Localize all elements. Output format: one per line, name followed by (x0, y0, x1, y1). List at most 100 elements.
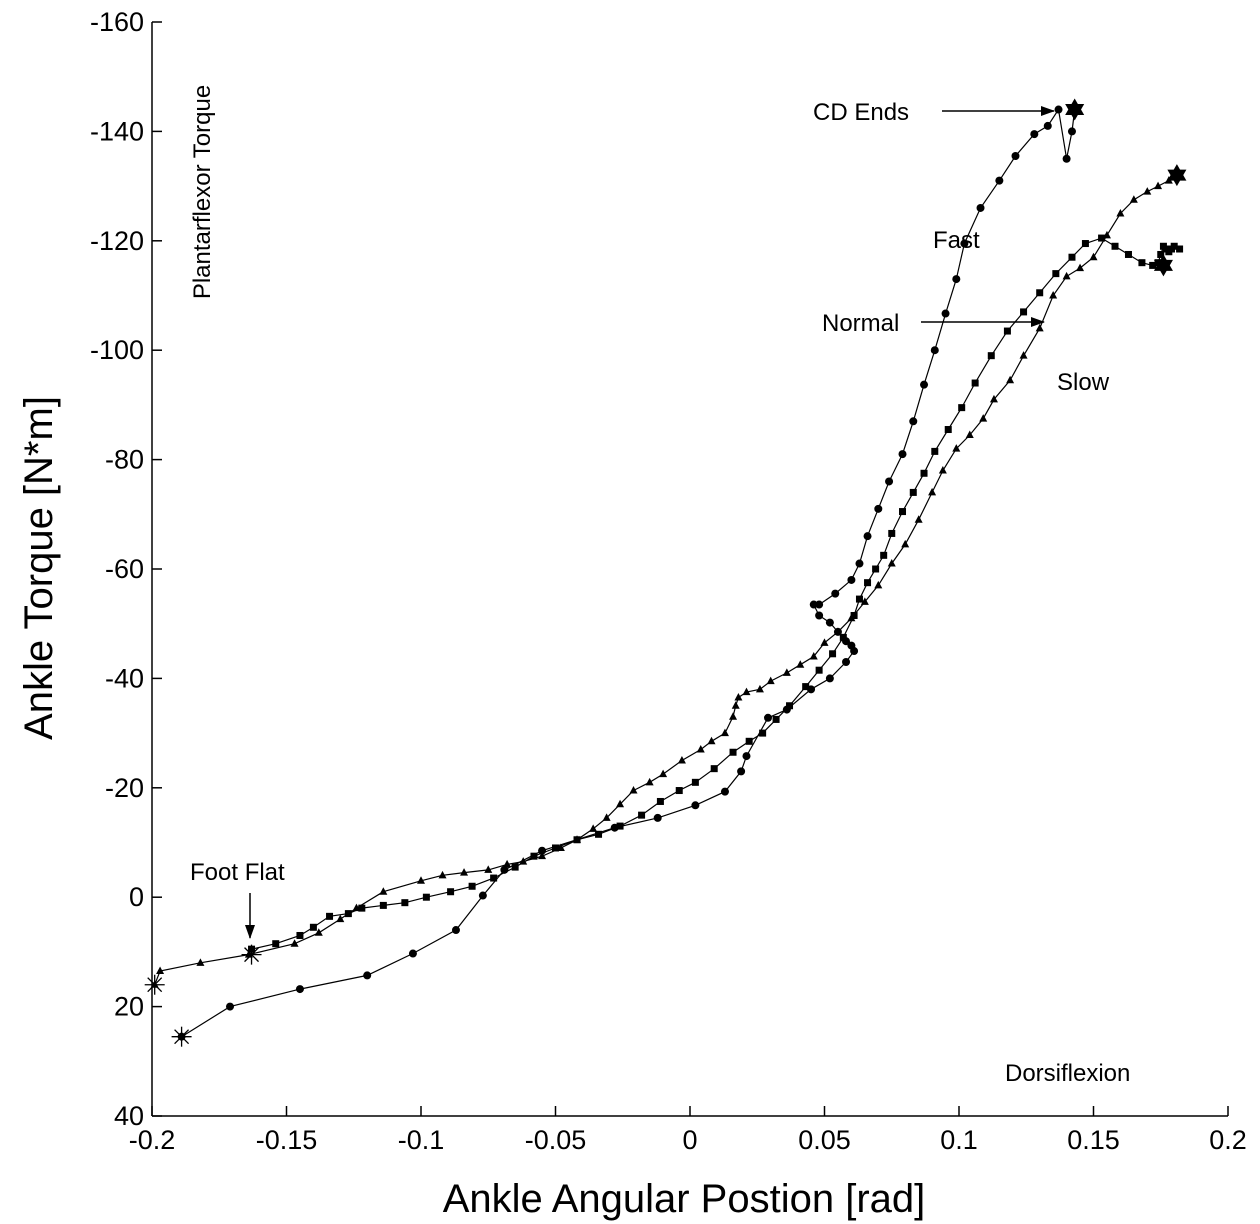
y-tick-label: -160 (90, 7, 144, 37)
point-normal (874, 580, 883, 589)
point-slow (899, 508, 907, 516)
point-fast (363, 971, 372, 980)
point-slow (1098, 234, 1106, 242)
point-fast (1043, 121, 1052, 130)
point-normal (887, 559, 896, 567)
point-normal (731, 701, 740, 709)
point-slow (638, 811, 646, 819)
x-tick-label: 0.15 (1067, 1125, 1120, 1155)
point-slow (971, 379, 979, 387)
point-slow (888, 529, 896, 537)
y-tick-label: 20 (114, 992, 144, 1022)
point-normal (782, 668, 791, 676)
end-star-marker (1153, 254, 1173, 277)
point-slow (468, 882, 476, 890)
point-fast (847, 575, 856, 584)
point-slow (656, 797, 664, 805)
slow-label: Slow (1057, 369, 1110, 396)
point-normal (914, 515, 923, 523)
point-normal (965, 430, 974, 438)
end-star-marker (1167, 164, 1187, 187)
point-slow (872, 565, 880, 573)
point-slow (880, 551, 888, 559)
point-normal (952, 444, 961, 452)
point-slow (1020, 308, 1028, 316)
point-normal (979, 414, 988, 422)
point-fast (478, 891, 487, 900)
point-slow (802, 683, 810, 691)
point-fast (226, 1002, 235, 1011)
start-asterisk-marker (171, 1026, 192, 1047)
point-slow (511, 863, 519, 871)
point-normal (484, 865, 493, 873)
point-normal (742, 687, 751, 696)
point-normal (1154, 181, 1163, 190)
point-slow (616, 822, 624, 830)
point-slow (864, 579, 872, 587)
y-tick-label: -60 (105, 554, 144, 584)
point-slow (1052, 270, 1060, 278)
x-tick-label: -0.05 (525, 1125, 587, 1155)
point-fast (976, 203, 985, 212)
point-fast (960, 239, 969, 248)
point-normal (707, 736, 716, 745)
point-slow (829, 650, 837, 658)
point-normal (1076, 263, 1085, 272)
x-tick-label: -0.1 (398, 1125, 445, 1155)
point-fast (1054, 105, 1063, 114)
point-normal (796, 660, 805, 668)
point-fast (825, 618, 834, 627)
point-slow (772, 715, 780, 723)
point-slow (855, 595, 863, 603)
point-normal (519, 857, 528, 865)
point-slow (786, 702, 794, 710)
point-normal (629, 786, 638, 794)
point-normal (1129, 195, 1138, 203)
point-fast (920, 380, 929, 389)
series-slow (248, 234, 1184, 953)
point-normal (589, 824, 598, 832)
point-normal (809, 652, 818, 660)
point-slow (987, 352, 995, 360)
point-normal (820, 638, 829, 646)
point-slow (958, 404, 966, 412)
y-tick-label: -20 (105, 773, 144, 803)
point-fast (855, 559, 864, 568)
point-normal (645, 777, 654, 786)
point-fast (847, 641, 856, 650)
point-normal (720, 728, 729, 737)
point-slow (552, 844, 559, 852)
point-fast (737, 767, 746, 776)
point-fast (815, 611, 824, 620)
point-fast (885, 477, 894, 486)
special-marker-layer (144, 98, 1187, 1047)
point-normal (602, 813, 611, 821)
point-slow (1149, 261, 1157, 269)
point-slow (1170, 242, 1178, 250)
series-line-slow (251, 237, 1180, 950)
y-tick-label: 0 (129, 882, 144, 912)
point-normal (336, 914, 345, 923)
point-slow (422, 893, 430, 901)
x-tick-label: 0.05 (798, 1125, 851, 1155)
point-slow (309, 923, 317, 931)
point-normal (766, 676, 775, 685)
point-slow (815, 666, 823, 674)
plantarflexor-note: Plantarflexor Torque (189, 85, 216, 299)
point-normal (659, 769, 668, 778)
point-normal (755, 684, 764, 693)
point-fast (930, 346, 939, 355)
y-tick-label: -100 (90, 335, 144, 365)
point-fast (952, 275, 961, 284)
point-normal (677, 755, 686, 764)
start-asterisk-marker (241, 944, 262, 965)
point-slow (1081, 240, 1089, 248)
point-fast (825, 674, 834, 683)
point-fast (295, 985, 304, 994)
point-slow (850, 611, 858, 619)
point-slow (1068, 253, 1076, 261)
point-slow (691, 778, 699, 786)
point-slow (1003, 327, 1011, 335)
point-slow (1157, 250, 1165, 258)
